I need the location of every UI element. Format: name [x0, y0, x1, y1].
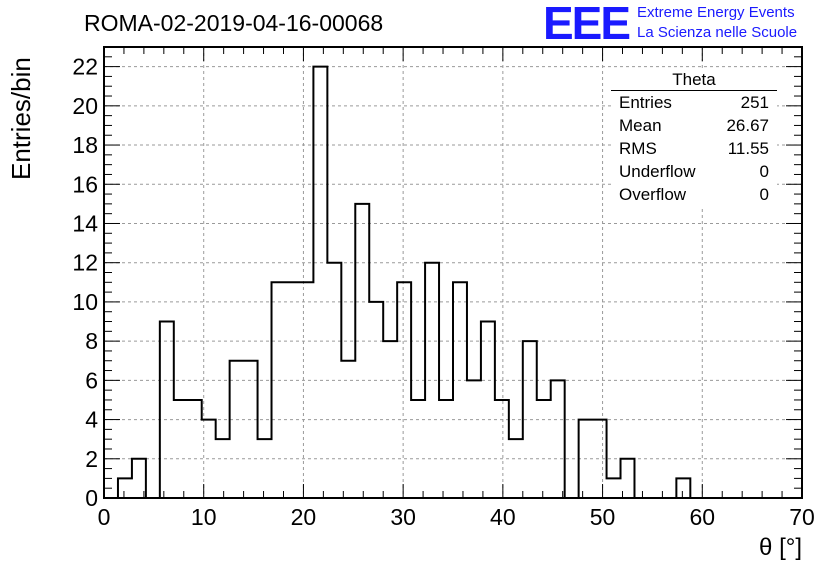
y-tick-label: 4	[85, 407, 98, 433]
stats-label: Underflow	[619, 162, 696, 181]
x-tick-label: 20	[291, 504, 317, 530]
x-axis-label: θ [°]	[759, 534, 802, 561]
stats-box-title: Theta	[611, 70, 777, 91]
y-tick-label: 14	[72, 210, 98, 236]
y-tick-label: 18	[72, 132, 98, 158]
x-tick-label: 50	[590, 504, 616, 530]
y-tick-label: 8	[85, 328, 98, 354]
stats-row-rms: RMS 11.55	[611, 137, 777, 160]
x-tick-label: 10	[191, 504, 217, 530]
stats-value: 0	[759, 185, 769, 204]
x-tick-label: 60	[689, 504, 715, 530]
x-tick-label: 70	[789, 504, 815, 530]
y-tick-label: 22	[72, 54, 98, 80]
stats-row-mean: Mean 26.67	[611, 114, 777, 137]
eee-logo: EEE	[543, 0, 631, 49]
stats-label: Entries	[619, 93, 672, 112]
stats-value: 11.55	[727, 139, 769, 158]
histogram-outline	[104, 65, 802, 499]
y-tick-label: 20	[72, 93, 98, 119]
x-tick-label: 30	[390, 504, 416, 530]
axis-ticks	[103, 46, 803, 499]
stats-label: RMS	[619, 139, 657, 158]
stats-row-entries: Entries 251	[611, 91, 777, 114]
y-tick-label: 16	[72, 171, 98, 197]
stats-value: 0	[759, 162, 769, 181]
stats-value: 251	[740, 93, 769, 112]
x-tick-label: 0	[98, 504, 111, 530]
logo-caption-line1: Extreme Energy Events	[637, 4, 795, 21]
y-tick-label: 0	[85, 485, 98, 511]
stats-box: Theta Entries 251 Mean 26.67 RMS 11.55 Unde…	[611, 70, 777, 206]
y-tick-label: 12	[72, 250, 98, 276]
y-tick-label: 6	[85, 367, 98, 393]
logo-caption-line2: La Scienza nelle Scuole	[637, 24, 798, 41]
y-tick-label: 10	[72, 289, 98, 315]
histogram-title: ROMA-02-2019-04-16-00068	[84, 10, 384, 36]
y-tick-label: 2	[85, 446, 98, 472]
stats-label: Mean	[619, 116, 662, 135]
y-axis-label: Entries/bin	[6, 57, 36, 180]
logo-caption: Extreme Energy Events La Scienza nelle S…	[637, 3, 797, 43]
axis-tick-labels: 0 10 20 30 40 50 60 70 0 2 4 6 8 10 12 14 16 18 20 22	[72, 54, 814, 530]
stats-row-underflow: Underflow 0	[611, 160, 777, 183]
stats-value: 26.67	[726, 116, 769, 135]
stats-row-overflow: Overflow 0	[611, 183, 777, 206]
stats-label: Overflow	[619, 185, 687, 204]
x-tick-label: 40	[490, 504, 516, 530]
